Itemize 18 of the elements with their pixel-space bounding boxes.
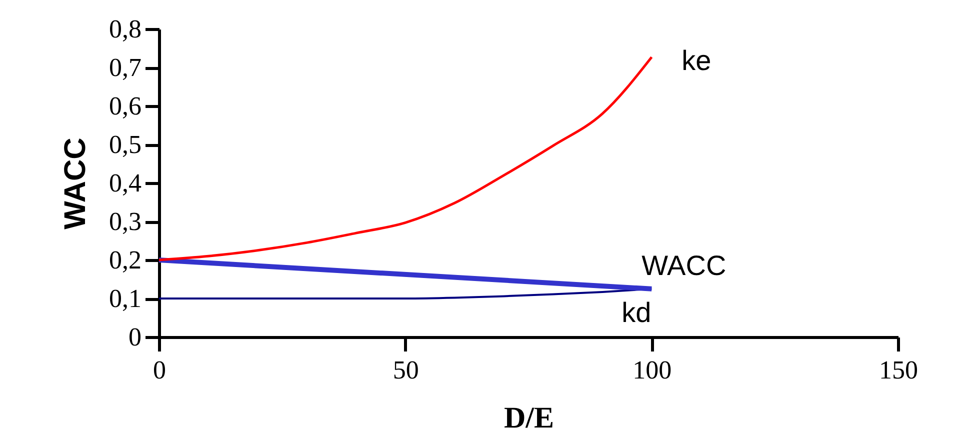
series-label: ke <box>682 45 712 76</box>
y-tick-label: 0,5 <box>109 130 142 159</box>
y-tick-label: 0,8 <box>109 14 142 44</box>
y-tick-label: 0,4 <box>109 168 142 198</box>
y-tick-label: 0,6 <box>109 92 142 120</box>
x-tick-label: 150 <box>879 356 918 384</box>
series-label: kd <box>622 296 652 328</box>
y-axis-title: WACC <box>59 138 92 230</box>
x-axis-title: D/E <box>504 402 554 434</box>
y-tick-label: 0 <box>128 322 142 352</box>
y-tick-label: 0,1 <box>109 284 142 313</box>
y-tick-label: 0,2 <box>109 246 142 274</box>
x-tick-label: 50 <box>392 356 419 384</box>
x-tick-label: 100 <box>632 356 672 384</box>
y-tick-label: 0,3 <box>109 207 142 236</box>
y-tick-label: 0,7 <box>109 53 142 82</box>
series-label: WACC <box>642 250 726 281</box>
x-tick-label: 0 <box>153 356 166 384</box>
